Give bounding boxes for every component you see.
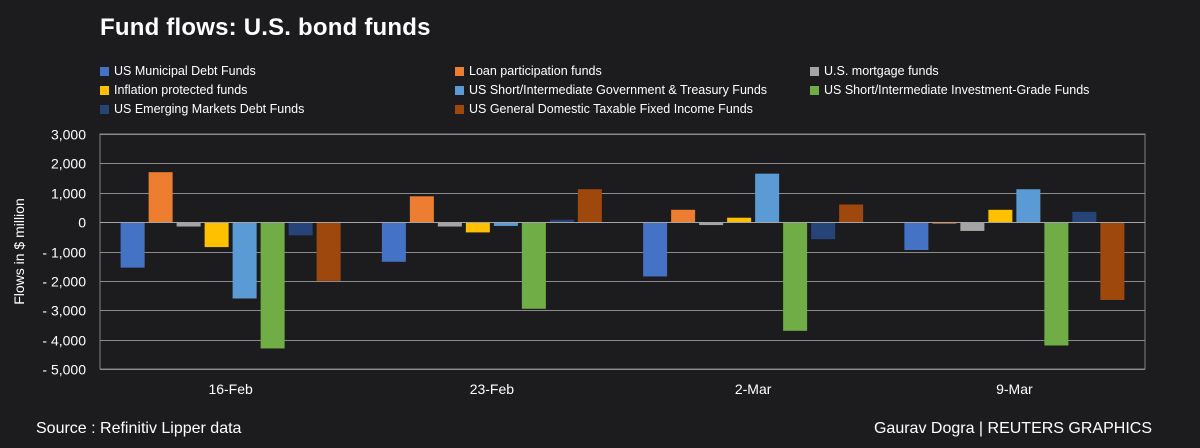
legend-item: US Short/Intermediate Government & Treas…	[455, 81, 767, 99]
chart-title: Fund flows: U.S. bond funds	[100, 14, 431, 41]
bar	[1044, 222, 1069, 346]
legend-label: US Short/Intermediate Investment-Grade F…	[824, 83, 1090, 97]
y-tick-label: 0	[78, 215, 86, 231]
legend-swatch	[100, 85, 109, 95]
bar	[755, 173, 780, 223]
bar	[1072, 211, 1097, 223]
legend-item: US Short/Intermediate Investment-Grade F…	[810, 81, 1089, 99]
bar	[120, 222, 145, 268]
legend-swatch	[455, 104, 464, 114]
legend-label: US Short/Intermediate Government & Treas…	[469, 83, 768, 97]
y-tick-label: - 5,000	[42, 362, 86, 378]
legend-item: U.S. mortgage funds	[810, 62, 939, 80]
bar	[437, 222, 462, 227]
bar	[465, 222, 490, 233]
bar	[232, 222, 257, 299]
bar	[1016, 189, 1041, 223]
bar	[988, 209, 1013, 223]
source-note: Source : Refinitiv Lipper data	[36, 420, 242, 437]
legend-label: U.S. mortgage funds	[824, 64, 939, 78]
legend-swatch	[810, 66, 819, 76]
bar	[549, 219, 574, 223]
bar	[671, 209, 696, 223]
legend-label: US Emerging Markets Debt Funds	[114, 102, 305, 116]
bar	[204, 222, 229, 248]
y-axis-title: Flows in $ million	[11, 198, 27, 305]
bar	[960, 222, 985, 231]
bar	[316, 222, 341, 281]
y-tick-label: - 1,000	[42, 245, 86, 261]
bar	[176, 222, 201, 227]
y-tick-label: - 2,000	[42, 274, 86, 290]
bar	[811, 222, 836, 240]
bar	[783, 222, 808, 331]
bar	[1100, 222, 1125, 300]
y-tick-label: - 3,000	[42, 303, 86, 319]
legend-label: US Municipal Debt Funds	[114, 64, 256, 78]
bar	[699, 222, 724, 226]
legend-item: Loan participation funds	[455, 62, 602, 80]
y-tick-label: - 4,000	[42, 333, 86, 349]
legend-item: US Municipal Debt Funds	[100, 62, 256, 80]
legend-swatch	[810, 85, 819, 95]
bar	[643, 222, 668, 277]
legend-swatch	[100, 66, 109, 76]
x-tick-label: 9-Mar	[996, 381, 1033, 397]
bar	[260, 222, 285, 349]
legend-swatch	[455, 85, 464, 95]
legend-swatch	[100, 104, 109, 114]
bar	[727, 217, 752, 223]
bar	[904, 222, 929, 251]
y-tick-label: 2,000	[51, 156, 86, 172]
bar	[839, 204, 864, 223]
bar	[148, 172, 173, 223]
legend-label: Inflation protected funds	[114, 83, 248, 97]
legend-item: US General Domestic Taxable Fixed Income…	[455, 100, 753, 118]
y-tick-label: 3,000	[51, 127, 86, 143]
bar	[577, 189, 602, 223]
bar	[409, 196, 434, 223]
legend-swatch	[455, 66, 464, 76]
bar	[521, 222, 546, 309]
legend-item: Inflation protected funds	[100, 81, 247, 99]
bar	[381, 222, 406, 262]
y-tick-label: 1,000	[51, 186, 86, 202]
bar	[288, 222, 313, 236]
chart-legend: US Municipal Debt Funds Loan participatio…	[100, 62, 1180, 122]
bar	[493, 222, 518, 226]
plot-area	[99, 133, 1146, 370]
legend-item: US Emerging Markets Debt Funds	[100, 100, 304, 118]
legend-label: Loan participation funds	[469, 64, 602, 78]
legend-label: US General Domestic Taxable Fixed Income…	[469, 102, 753, 116]
graphics-credit: Gaurav Dogra | REUTERS GRAPHICS	[873, 420, 1152, 437]
x-tick-label: 2-Mar	[735, 381, 772, 397]
x-tick-label: 23-Feb	[470, 381, 515, 397]
x-tick-label: 16-Feb	[208, 381, 253, 397]
